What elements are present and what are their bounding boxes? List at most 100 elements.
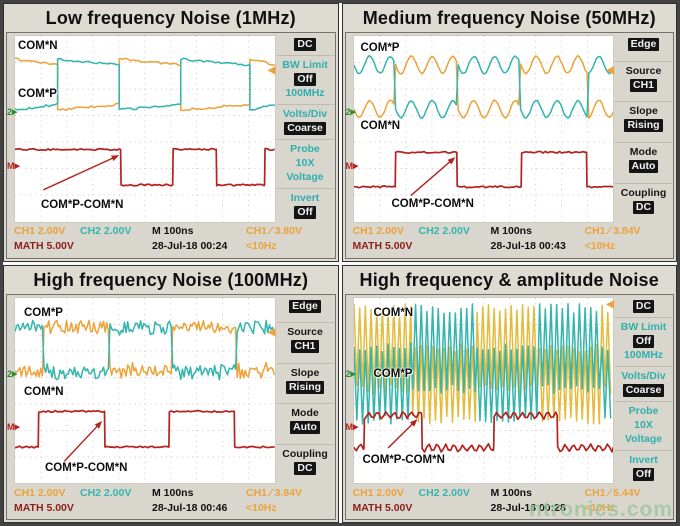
scope-panel-high-amplitude: High frequency & amplitude Noise COM*N C…: [341, 264, 677, 523]
ch2-trace: [15, 319, 275, 381]
menu-softkey[interactable]: Slope Rising: [276, 362, 334, 398]
menu-softkey[interactable]: Coupling DC: [276, 444, 334, 479]
menu-softkey[interactable]: BW Limit Off 100MHz: [615, 316, 672, 366]
ch2-trace: [353, 54, 613, 120]
status-bar: CH1 2.00V CH2 2.00V M 100ns CH1 ∕ 3.80V …: [7, 223, 335, 258]
menu-label: 10X: [634, 418, 653, 431]
datetime-readout: 28-Jul-18 00:28: [490, 501, 566, 514]
math-position-marker: M: [7, 423, 20, 432]
menu-value-badge: DC: [294, 38, 316, 51]
menu-label: Volts/Div: [621, 369, 666, 382]
menu-softkey[interactable]: Invert Off: [276, 188, 334, 223]
trace-label-ch1: COM*N: [24, 385, 64, 398]
datetime-readout: 28-Jul-18 00:46: [152, 501, 228, 514]
menu-softkey[interactable]: Source CH1: [615, 60, 672, 96]
trigger-frequency-readout: <10Hz: [584, 501, 616, 514]
trigger-level-marker-icon: ◀: [267, 65, 276, 77]
menu-softkey[interactable]: Mode Auto: [615, 141, 672, 177]
math-scale-readout: MATH 5.00V: [352, 501, 413, 514]
trace-label-ch1: COM*N: [360, 120, 401, 132]
trace-label-math: COM*P-COM*N: [362, 454, 445, 466]
menu-softkey[interactable]: DC: [615, 297, 672, 317]
menu-value-badge: Edge: [627, 38, 660, 51]
scope-graticule: COM*P COM*N COM*P-COM*N 2 M ◀: [346, 35, 614, 223]
trigger-readout: CH1 ∕ 5.44V: [584, 486, 641, 499]
waveform-display: [15, 36, 275, 222]
menu-softkey[interactable]: Coupling DC: [615, 182, 672, 218]
menu-softkey[interactable]: Source CH1: [276, 322, 334, 357]
menu-value-badge: CH1: [291, 340, 319, 354]
annotation-arrowhead: [447, 157, 455, 165]
ch1-scale-readout: CH1 2.00V: [14, 486, 66, 499]
math-scale-readout: MATH 5.00V: [14, 501, 74, 514]
ch1-trace: [353, 302, 611, 424]
menu-label: Coupling: [620, 186, 667, 199]
math-trace: [15, 147, 275, 187]
soft-menu: DC BW Limit Off 100MHz Volts/Div Coarse Probe 1…: [276, 33, 335, 223]
ch1-trace: [15, 57, 275, 112]
timebase-readout: M 100ns: [152, 486, 194, 499]
menu-label: Voltage: [286, 171, 324, 183]
trigger-frequency-readout: <10Hz: [246, 501, 277, 514]
scope-screenshot: COM*P COM*N COM*P-COM*N 2 M ◀ Edge Source…: [6, 293, 336, 520]
menu-value-badge: Auto: [290, 421, 320, 435]
waveform-display: [353, 36, 613, 222]
waveform-display: [15, 297, 275, 483]
math-position-marker: M: [346, 423, 359, 432]
menu-label: BW Limit: [620, 320, 667, 333]
trace-label-math: COM*P-COM*N: [391, 197, 474, 210]
annotation-arrow: [409, 159, 453, 197]
menu-label: BW Limit: [282, 59, 328, 71]
status-bar: CH1 2.00V CH2 2.00V M 100ns CH1 ∕ 3.84V …: [346, 223, 674, 258]
menu-softkey[interactable]: DC: [277, 35, 334, 55]
menu-label: Probe: [628, 404, 659, 417]
menu-label: 100MHz: [285, 87, 325, 99]
menu-softkey[interactable]: Invert Off: [615, 449, 672, 485]
ch2-trace: [353, 302, 611, 425]
menu-softkey[interactable]: Probe 10X Voltage: [615, 400, 672, 450]
scope-screenshot: COM*N COM*P COM*P-COM*N 2 M ◀ DC BW Limit…: [6, 32, 336, 259]
menu-softkey[interactable]: Mode Auto: [276, 403, 334, 438]
ch1-scale-readout: CH1 2.00V: [352, 225, 404, 237]
scope-screenshot: COM*P COM*N COM*P-COM*N 2 M ◀ Edge Source…: [344, 32, 674, 259]
trigger-level-marker-icon: ◀: [606, 298, 614, 310]
trace-label-ch1: COM*N: [373, 306, 414, 319]
trigger-readout: CH1 ∕ 3.84V: [246, 486, 303, 499]
menu-label: Slope: [629, 105, 658, 118]
menu-value-badge: Edge: [289, 299, 321, 313]
menu-softkey[interactable]: Edge: [277, 297, 334, 317]
annotation-arrow: [43, 156, 117, 191]
math-scale-readout: MATH 5.00V: [14, 240, 74, 252]
menu-softkey[interactable]: Edge: [615, 35, 672, 55]
menu-softkey[interactable]: Volts/Div Coarse: [615, 365, 672, 401]
menu-value-badge: Rising: [285, 380, 325, 394]
menu-value-badge: Auto: [628, 159, 659, 173]
menu-softkey[interactable]: Slope Rising: [615, 101, 672, 136]
panel-title: Low frequency Noise (1MHz): [45, 8, 296, 28]
trigger-level-marker-icon: ◀: [606, 65, 614, 77]
ch2-scale-readout: CH2 2.00V: [80, 486, 132, 499]
timebase-readout: M 100ns: [490, 225, 532, 237]
trigger-level-marker-icon: ◀: [267, 326, 276, 338]
ch2-position-marker: 2: [7, 369, 17, 379]
menu-label: Invert: [629, 453, 658, 466]
timebase-readout: M 100ns: [490, 486, 532, 499]
menu-softkey[interactable]: Probe 10X Voltage: [276, 139, 334, 188]
soft-menu: Edge Source CH1 Slope Rising Mode Auto Coupling…: [614, 33, 673, 223]
menu-softkey[interactable]: BW Limit Off 100MHz: [276, 55, 334, 104]
trace-label-ch2: COM*P: [24, 306, 63, 319]
trigger-readout: CH1 ∕ 3.80V: [246, 225, 303, 237]
menu-value-badge: Off: [632, 334, 655, 348]
ch1-scale-readout: CH1 2.00V: [352, 486, 404, 499]
scope-panel-low-frequency: Low frequency Noise (1MHz) COM*N COM*P C…: [3, 3, 339, 262]
menu-value-badge: Off: [294, 73, 316, 86]
scope-panel-medium-frequency: Medium frequency Noise (50MHz) COM*P COM…: [341, 3, 677, 262]
ch1-trace: [15, 319, 275, 379]
math-position-marker: M: [7, 161, 20, 171]
scope-panel-high-frequency: High frequency Noise (100MHz) COM*P COM*…: [3, 264, 339, 523]
math-position-marker: M: [346, 161, 359, 171]
menu-label: Coupling: [282, 448, 328, 460]
trace-label-math: COM*P-COM*N: [45, 462, 128, 474]
scope-graticule: COM*P COM*N COM*P-COM*N 2 M ◀: [7, 296, 276, 484]
menu-softkey[interactable]: Volts/Div Coarse: [276, 104, 334, 139]
